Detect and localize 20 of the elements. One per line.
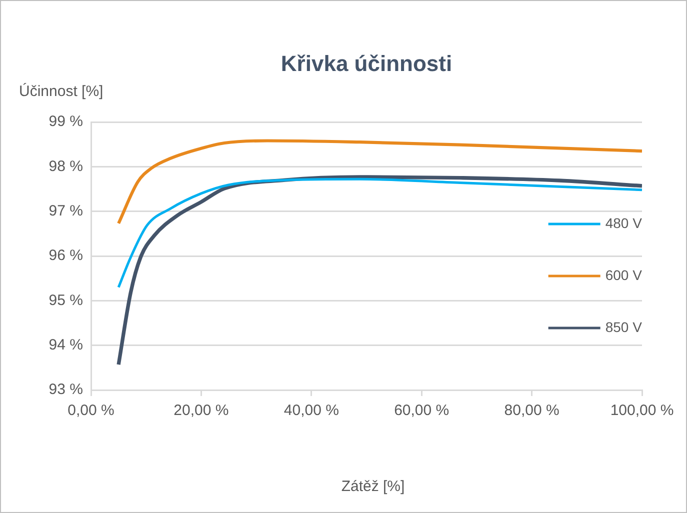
y-tick-label: 95 % bbox=[48, 292, 83, 309]
x-tick-label: 80,00 % bbox=[504, 402, 560, 420]
y-tick-label: 96 % bbox=[48, 247, 83, 264]
legend-label: 600 V bbox=[605, 266, 643, 283]
y-tick-label: 99 % bbox=[48, 113, 83, 130]
x-tick-label: 0,00 % bbox=[68, 402, 114, 420]
y-tick-label: 98 % bbox=[48, 158, 83, 175]
line-series bbox=[117, 178, 642, 289]
legend-label: 480 V bbox=[605, 214, 643, 231]
legend-label: 850 V bbox=[605, 318, 643, 335]
x-tick-label: 100,00 % bbox=[610, 402, 674, 420]
y-tick-label: 94 % bbox=[48, 336, 83, 354]
x-axis-title: Zátěž [%] bbox=[341, 478, 405, 496]
x-tick-label: 40,00 % bbox=[284, 402, 339, 420]
y-axis-title: Účinnost [%] bbox=[19, 82, 104, 100]
chart-title: Křivka účinnosti bbox=[280, 51, 452, 76]
y-tick-label: 93 % bbox=[48, 381, 83, 398]
x-tick-label: 60,00 % bbox=[394, 402, 450, 420]
y-tick-label: 97 % bbox=[48, 202, 83, 220]
x-tick-label: 20,00 % bbox=[174, 402, 229, 420]
